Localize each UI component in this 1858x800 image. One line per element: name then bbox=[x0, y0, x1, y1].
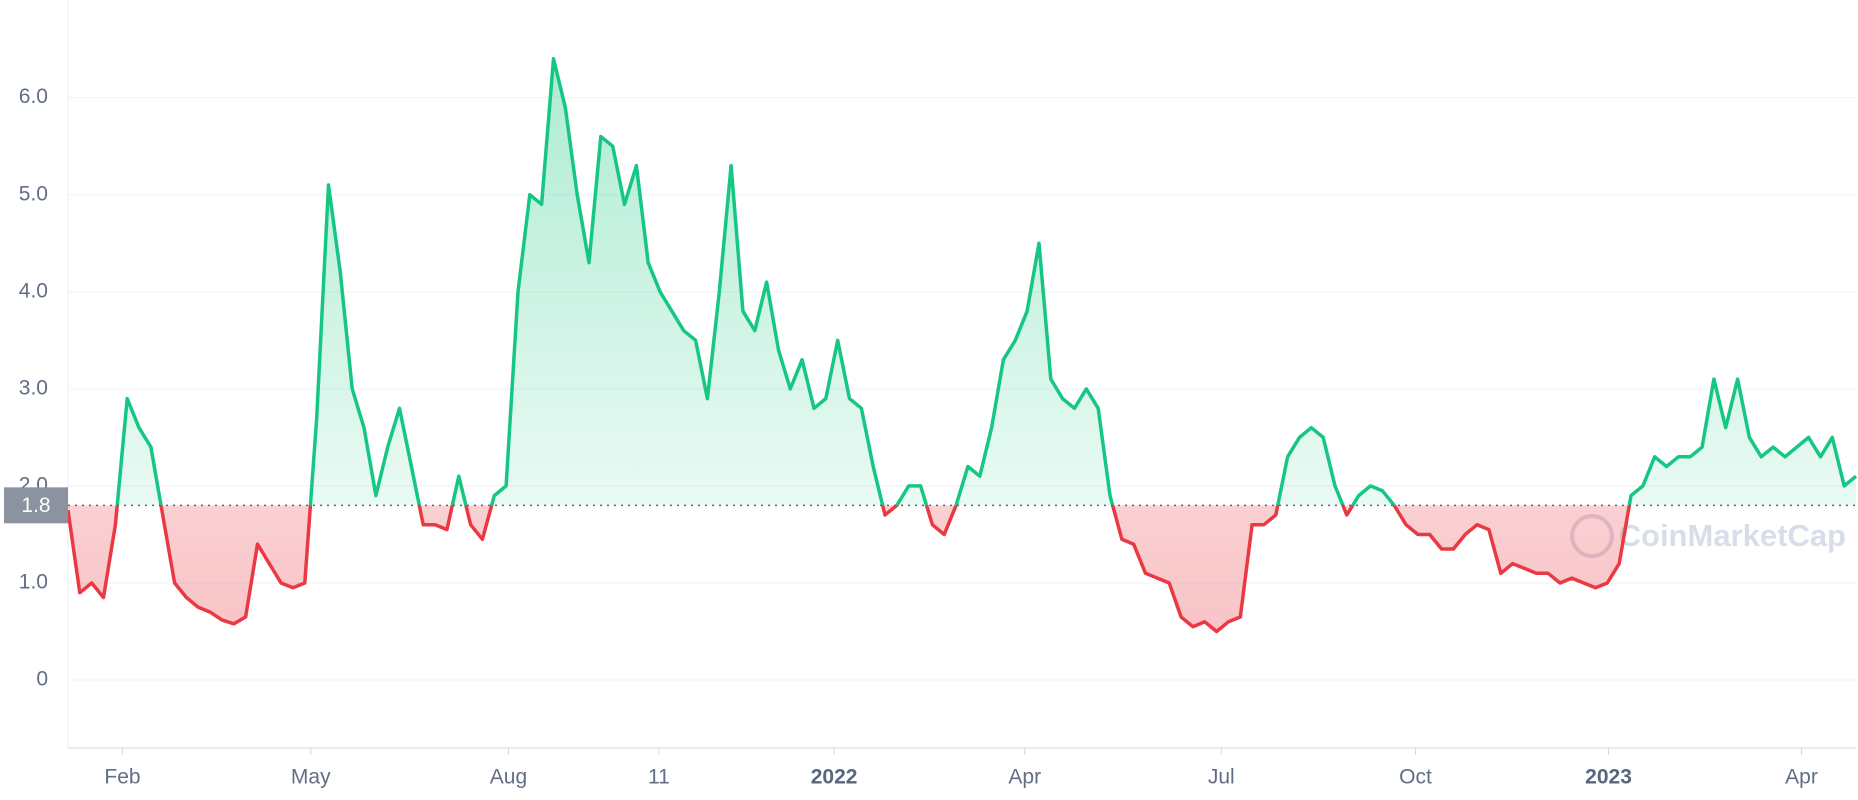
x-tick-label: May bbox=[291, 766, 331, 789]
line-above bbox=[115, 57, 1858, 506]
x-tick-label: 2023 bbox=[1585, 766, 1632, 789]
x-tick-label: 11 bbox=[648, 766, 670, 789]
line-below bbox=[66, 505, 1632, 634]
x-tick-label: Oct bbox=[1399, 766, 1432, 789]
x-tick-label: Apr bbox=[1785, 766, 1818, 789]
x-tick-label: 2022 bbox=[811, 766, 858, 789]
y-tick-label: 0 bbox=[36, 668, 48, 691]
area-below bbox=[68, 505, 1630, 632]
baseline-label-box bbox=[4, 487, 68, 524]
y-tick-label: 3.0 bbox=[19, 376, 48, 399]
y-tick-label: 6.0 bbox=[19, 85, 48, 108]
x-tick-label: Feb bbox=[104, 766, 140, 789]
y-tick-label: 4.0 bbox=[19, 279, 48, 302]
y-tick-label: 5.0 bbox=[19, 182, 48, 205]
watermark: CoinMarketCap bbox=[1619, 518, 1846, 553]
x-tick-label: Apr bbox=[1008, 766, 1041, 789]
area-above bbox=[68, 58, 1856, 506]
x-tick-label: Jul bbox=[1208, 766, 1235, 789]
y-tick-label: 1.0 bbox=[19, 571, 48, 594]
x-tick-label: Aug bbox=[490, 766, 527, 789]
baseline-label: 1.8 bbox=[21, 494, 50, 517]
